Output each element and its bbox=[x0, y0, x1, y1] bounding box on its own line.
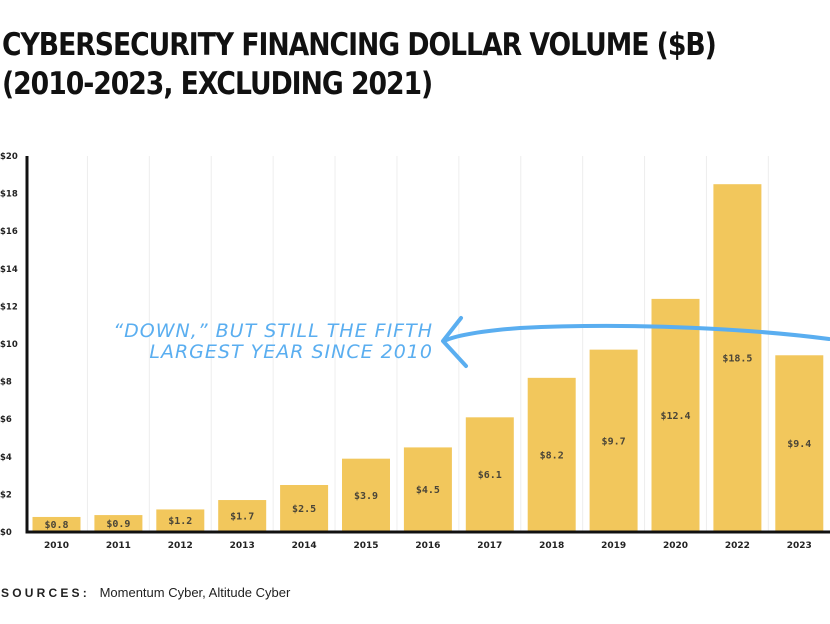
data-label-2017: $6.1 bbox=[478, 470, 502, 481]
bar-2012 bbox=[156, 509, 205, 532]
y-tick-label: $12 bbox=[0, 302, 18, 312]
data-label-2011: $0.9 bbox=[106, 519, 130, 530]
data-label-2016: $4.5 bbox=[416, 485, 440, 496]
y-tick-label: $8 bbox=[0, 378, 12, 388]
data-label-2019: $9.7 bbox=[602, 436, 626, 447]
bar-2015 bbox=[342, 458, 390, 532]
x-tick-label-2012: 2012 bbox=[168, 541, 193, 551]
data-label-2014: $2.5 bbox=[292, 504, 316, 515]
bar-2014 bbox=[280, 485, 329, 532]
bar-2022 bbox=[713, 184, 762, 532]
bar-2010 bbox=[32, 516, 81, 532]
bar-2020 bbox=[651, 298, 700, 532]
y-tick-label: $16 bbox=[0, 227, 18, 237]
annotation-arrow bbox=[442, 323, 830, 343]
x-tick-label-2011: 2011 bbox=[106, 541, 131, 551]
y-tick-label: $0 bbox=[0, 528, 12, 538]
data-label-2010: $0.8 bbox=[44, 520, 68, 531]
data-label-2013: $1.7 bbox=[230, 512, 254, 523]
sources-label: SOURCES: bbox=[1, 586, 90, 600]
sources-text: Momentum Cyber, Altitude Cyber bbox=[99, 585, 291, 600]
bar-2013 bbox=[218, 500, 267, 532]
annotation-text-line-1: “DOWN,” BUT STILL THE FIFTH bbox=[113, 320, 433, 342]
x-tick-label-2020: 2020 bbox=[663, 541, 688, 551]
y-tick-label: $2 bbox=[0, 490, 12, 500]
bar-2019 bbox=[589, 349, 638, 532]
x-tick-label-2013: 2013 bbox=[230, 541, 255, 551]
bar-2023 bbox=[775, 355, 824, 532]
data-label-2022: $18.5 bbox=[722, 354, 752, 365]
x-tick-label-2014: 2014 bbox=[292, 541, 317, 551]
x-tick-label-2015: 2015 bbox=[353, 541, 378, 551]
x-tick-label-2023: 2023 bbox=[787, 541, 812, 551]
x-tick-label-2019: 2019 bbox=[601, 541, 626, 551]
x-tick-label-2010: 2010 bbox=[44, 541, 69, 551]
bar-2016 bbox=[403, 447, 452, 532]
y-tick-label: $4 bbox=[0, 453, 12, 463]
annotation-arrowhead bbox=[441, 316, 468, 368]
chart-title-line-1: CYBERSECURITY FINANCING DOLLAR VOLUME ($… bbox=[2, 27, 717, 63]
data-label-2012: $1.2 bbox=[168, 516, 192, 527]
data-label-2015: $3.9 bbox=[354, 491, 378, 502]
x-tick-label-2016: 2016 bbox=[415, 541, 440, 551]
sources-note: SOURCES: Momentum Cyber, Altitude Cyber bbox=[1, 585, 290, 600]
chart-title-line-2: (2010-2023, EXCLUDING 2021) bbox=[2, 66, 433, 102]
y-tick-label: $20 bbox=[0, 152, 18, 162]
data-label-2023: $9.4 bbox=[787, 439, 811, 450]
x-tick-label-2017: 2017 bbox=[477, 541, 502, 551]
bar-chart: $0 $2 $4 $6 $8 $10 $12 $14 $16 $18 $20 $0.8 2010 $0.9… bbox=[0, 152, 830, 551]
bar-2011 bbox=[94, 515, 143, 532]
x-tick-label-2018: 2018 bbox=[539, 541, 564, 551]
annotation-text-line-2: LARGEST YEAR SINCE 2010 bbox=[149, 341, 433, 363]
y-tick-label: $10 bbox=[0, 340, 18, 350]
data-label-2020: $12.4 bbox=[660, 411, 690, 422]
chart-title: CYBERSECURITY FINANCING DOLLAR VOLUME ($… bbox=[2, 26, 717, 104]
bar-2017 bbox=[465, 417, 514, 532]
y-tick-label: $6 bbox=[0, 415, 12, 425]
y-tick-label: $18 bbox=[0, 190, 18, 200]
data-label-2018: $8.2 bbox=[540, 450, 564, 461]
y-tick-label: $14 bbox=[0, 265, 18, 275]
bar-2018 bbox=[527, 377, 576, 532]
x-tick-label-2022: 2022 bbox=[725, 541, 750, 551]
